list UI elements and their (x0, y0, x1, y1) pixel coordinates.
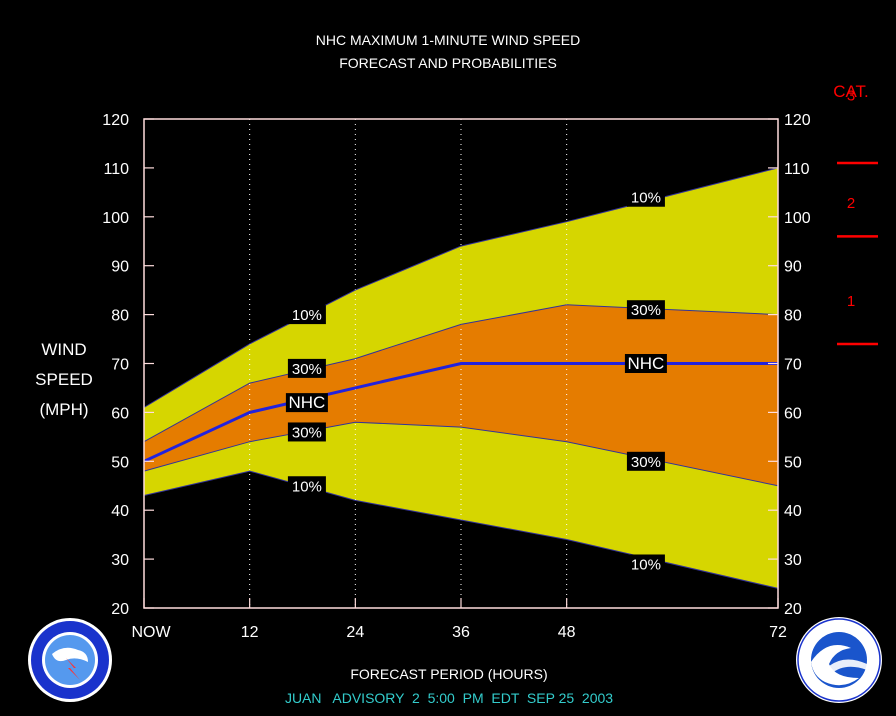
y-tick-label-right: 100 (784, 210, 811, 227)
series-labels: 10% 30% NHC 30% 10% 10% 30% NHC 30% 10% (285, 187, 667, 574)
y-tick-label: 80 (111, 308, 129, 325)
y-tick-label-right: 60 (784, 405, 802, 422)
series-label: 30% (292, 361, 322, 378)
series-line-upper10 (143, 167, 779, 408)
y-tick-label: 90 (111, 259, 129, 276)
series-line-lower10 (143, 470, 779, 589)
x-tick-label: 12 (241, 624, 259, 641)
label-box (624, 354, 667, 373)
y-tick-label: 70 (111, 357, 129, 374)
label-box (626, 187, 665, 207)
label-box (287, 305, 326, 325)
category-title: CAT. (833, 82, 869, 101)
probability-bands (144, 167, 778, 589)
y-axis-label-line: (MPH) (39, 400, 88, 419)
series-line-lower30 (143, 421, 779, 487)
label-box (626, 451, 665, 471)
series-lines (143, 167, 779, 589)
x-tick-label: 48 (558, 624, 576, 641)
x-tick-label: 36 (452, 624, 470, 641)
y-tick-label: 120 (102, 112, 129, 129)
series-label: 10% (292, 307, 322, 324)
y-tick-label-right: 70 (784, 357, 802, 374)
label-box (287, 422, 326, 442)
y-tick-label-right: 90 (784, 259, 802, 276)
series-label: 10% (292, 478, 322, 495)
series-label: 30% (631, 302, 661, 319)
series-label: 30% (631, 454, 661, 471)
x-tick-label: 24 (346, 624, 364, 641)
y-tick-label-right: 110 (784, 161, 810, 178)
chart-title: NHC MAXIMUM 1-MINUTE WIND SPEED (316, 32, 580, 48)
category-scale: CAT.3 2 1 (833, 82, 878, 346)
label-box (285, 393, 328, 413)
y-tick-label: 20 (111, 601, 129, 618)
x-axis: NOW 12 24 36 48 72 (131, 598, 787, 641)
y-tick-label-right: 120 (784, 112, 811, 129)
y-tick-label: 40 (111, 503, 129, 520)
y-axis-left: 20 30 40 50 60 70 80 90 100 110 120 (102, 112, 154, 618)
y-tick-label: 110 (103, 161, 129, 178)
label-box (626, 300, 665, 320)
advisory-line: JUAN ADVISORY 2 5:00 PM EDT SEP 25 2003 (285, 690, 613, 706)
y-tick-label: 30 (111, 552, 129, 569)
series-label: 10% (631, 190, 661, 207)
series-label: NHC (288, 393, 325, 412)
y-tick-label-right: 50 (784, 454, 802, 471)
chart-subtitle: FORECAST AND PROBABILITIES (339, 55, 557, 71)
label-box (287, 358, 326, 378)
category-label: 1 (847, 293, 855, 310)
y-tick-label: 50 (111, 454, 129, 471)
y-tick-label: 60 (111, 405, 129, 422)
series-label: 30% (292, 424, 322, 441)
band-30-percent (144, 304, 778, 486)
x-tick-label: NOW (131, 624, 171, 641)
series-label: NHC (627, 354, 664, 373)
noaa-logo (796, 617, 882, 703)
y-tick-label-right: 30 (784, 552, 802, 569)
label-box (626, 554, 665, 574)
y-tick-label-right: 20 (784, 601, 802, 618)
series-line-forecast (143, 362, 778, 463)
nws-logo (28, 618, 112, 702)
x-tick-label: 72 (769, 624, 787, 641)
y-axis-label-line: SPEED (35, 370, 93, 389)
series-label: 10% (631, 556, 661, 573)
y-axis-label-line: WIND (41, 340, 86, 359)
y-tick-label-right: 80 (784, 308, 802, 325)
y-tick-label-right: 40 (784, 503, 802, 520)
label-box (287, 476, 326, 496)
y-tick-label: 100 (102, 210, 129, 227)
x-axis-label: FORECAST PERIOD (HOURS) (350, 666, 547, 682)
category-label: 3 (847, 88, 855, 105)
y-axis-right: 20 30 40 50 60 70 80 90 100 110 120 (768, 112, 811, 618)
category-label: 2 (847, 195, 855, 212)
y-axis-label: WIND SPEED (MPH) (35, 340, 93, 419)
series-line-upper30 (143, 304, 779, 443)
